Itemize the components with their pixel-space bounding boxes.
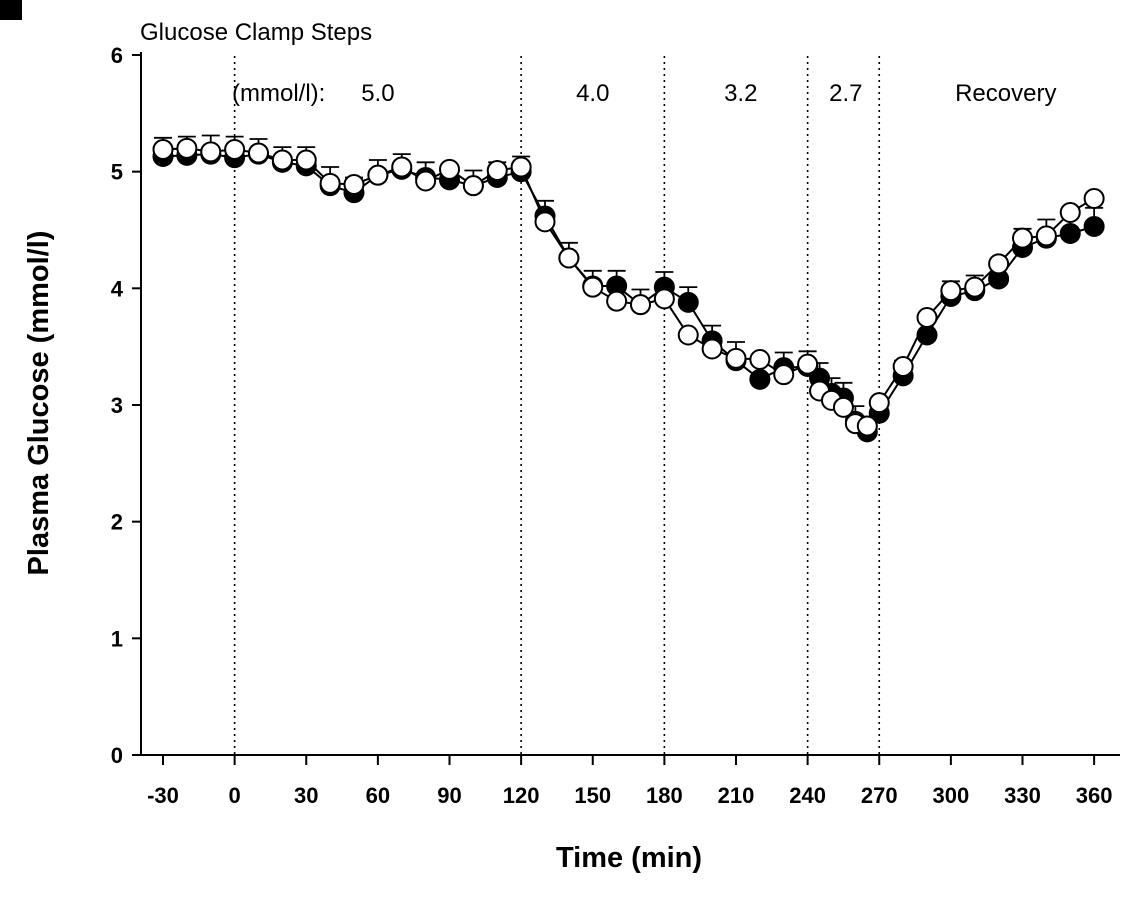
step-labels: 5.0 4.0 3.2 2.7 Recovery	[361, 80, 1056, 107]
step-label: 2.7	[829, 80, 862, 107]
x-axis-title: Time (min)	[556, 842, 702, 874]
open-data-point	[200, 141, 222, 163]
open-data-point	[271, 149, 293, 171]
open-data-point	[391, 156, 413, 178]
x-tick-label: 240	[789, 783, 826, 808]
open-data-point	[415, 170, 437, 192]
open-data-point	[630, 294, 651, 316]
y-tick-label: 0	[111, 743, 123, 768]
step-label: 5.0	[361, 80, 394, 107]
step-label: Recovery	[955, 80, 1056, 107]
x-tick-label: 360	[1076, 783, 1113, 808]
y-tick-label: 1	[111, 626, 123, 651]
open-data-point	[439, 158, 460, 180]
x-tick-label: 0	[229, 783, 241, 808]
y-tick-label: 3	[111, 393, 123, 418]
filled-data-point	[916, 324, 938, 346]
open-data-point	[486, 159, 508, 181]
open-data-point	[152, 138, 174, 160]
open-data-point	[606, 290, 628, 312]
x-tick-label: 210	[718, 783, 755, 808]
open-data-point	[797, 353, 819, 375]
clamp-unit-label: (mmol/l):	[232, 80, 325, 107]
open-data-point	[558, 247, 580, 269]
open-data-point	[701, 338, 723, 360]
open-data-point	[725, 347, 747, 369]
open-data-point	[1059, 201, 1081, 223]
data-points	[152, 137, 1105, 443]
y-tick-label: 4	[111, 276, 124, 301]
open-data-point	[773, 364, 795, 386]
open-data-point	[343, 173, 365, 195]
y-tick-label: 2	[111, 510, 123, 535]
panel-label-fragment	[0, 0, 22, 20]
open-data-point	[916, 306, 938, 328]
open-data-point	[964, 276, 986, 298]
x-tick-label: -30	[147, 783, 179, 808]
x-tick-label: 90	[437, 783, 461, 808]
x-tick-label: 120	[503, 783, 540, 808]
open-data-point	[868, 392, 890, 414]
open-data-point	[1083, 187, 1105, 209]
y-axis-ticks: 0 1 2 3 4 5 6	[111, 43, 141, 768]
x-axis-ticks: -30 0 30 60 90 120 150 180 210 240 270 300 330 360	[147, 755, 1112, 808]
open-data-point	[749, 348, 771, 370]
y-tick-label: 5	[111, 160, 123, 185]
open-data-point	[1012, 227, 1033, 249]
filled-data-point	[1083, 215, 1105, 237]
x-tick-label: 30	[294, 783, 318, 808]
error-bars	[154, 134, 1104, 432]
open-data-point	[582, 276, 604, 298]
open-data-point	[653, 288, 675, 310]
x-tick-label: 270	[861, 783, 898, 808]
open-data-point	[510, 156, 532, 178]
open-data-point	[176, 137, 198, 159]
y-axis-title: Plasma Glucose (mmol/l)	[23, 231, 55, 576]
open-data-point	[856, 415, 878, 437]
open-data-point	[319, 172, 341, 194]
open-data-point	[248, 142, 269, 164]
open-data-point	[677, 324, 699, 346]
open-data-point	[224, 138, 246, 160]
filled-data-point	[749, 368, 771, 390]
y-tick-label: 6	[111, 43, 123, 68]
clamp-steps-header: Glucose Clamp Steps	[140, 19, 372, 46]
x-tick-label: 300	[933, 783, 970, 808]
step-label: 3.2	[724, 80, 757, 107]
x-tick-label: 330	[1004, 783, 1041, 808]
open-data-point	[1035, 225, 1057, 247]
open-data-point	[832, 396, 854, 418]
x-tick-label: 60	[366, 783, 390, 808]
step-label: 4.0	[576, 80, 609, 107]
open-data-point	[988, 253, 1010, 275]
step-dividers	[233, 56, 881, 755]
filled-data-point	[677, 291, 699, 313]
x-tick-label: 180	[646, 783, 683, 808]
x-tick-label: 150	[574, 783, 611, 808]
filled-data-point	[1059, 222, 1081, 244]
open-data-point	[462, 175, 484, 197]
open-data-point	[940, 280, 962, 302]
open-data-point	[892, 355, 914, 377]
open-data-point	[295, 149, 317, 171]
open-data-point	[534, 211, 556, 233]
open-data-point	[367, 164, 389, 186]
